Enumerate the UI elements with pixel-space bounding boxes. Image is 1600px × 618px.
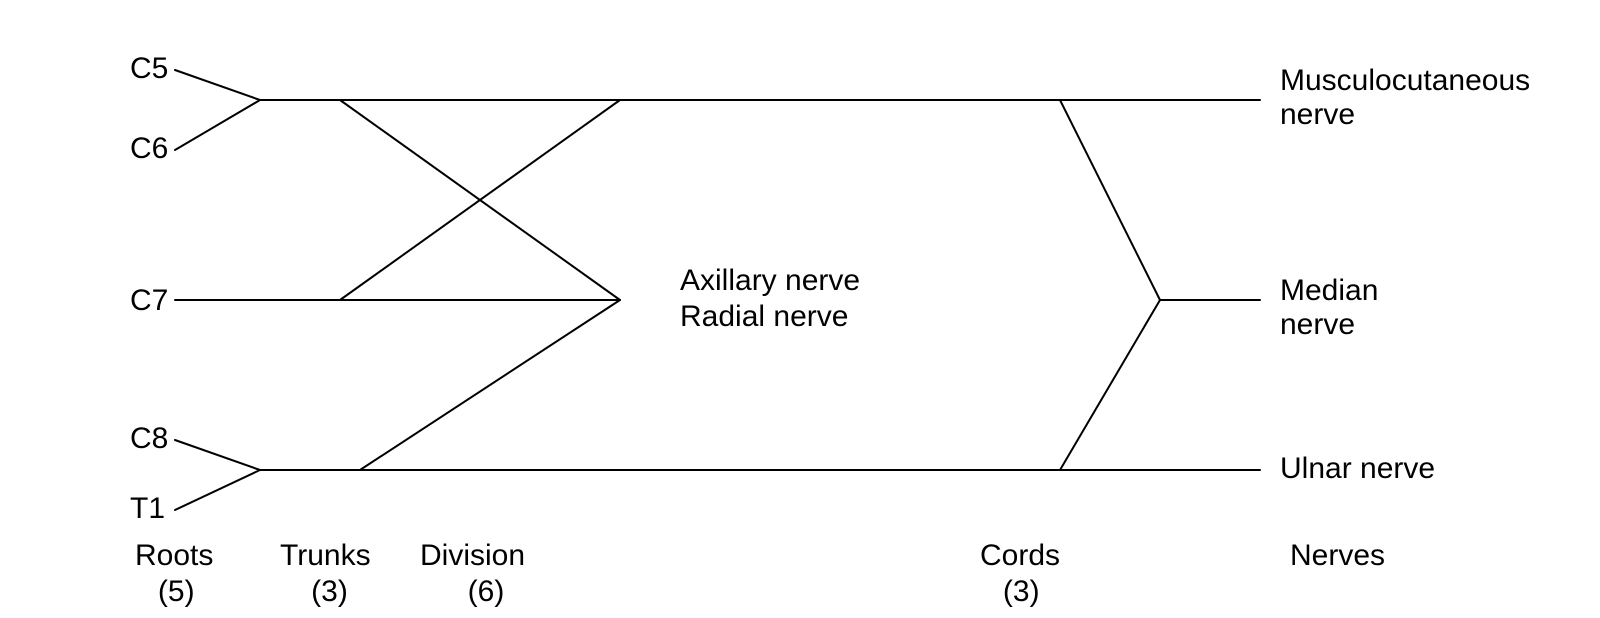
edge: [1060, 300, 1160, 470]
edge: [175, 470, 260, 510]
root-label-c6: C6: [130, 132, 168, 165]
ulnar-nerve-label: Ulnar nerve: [1280, 452, 1435, 485]
edge: [175, 70, 260, 100]
section-count-roots: (5): [158, 575, 195, 608]
root-label-c7: C7: [130, 284, 168, 317]
edge: [175, 440, 260, 470]
axillary-nerve-label: Axillary nerve: [680, 264, 860, 297]
section-label-division: Division: [420, 539, 525, 572]
edge: [175, 100, 260, 150]
section-label-roots: Roots: [135, 539, 213, 572]
root-label-c5: C5: [130, 52, 168, 85]
section-count-cords: (3): [1003, 575, 1040, 608]
section-label-cords: Cords: [980, 539, 1060, 572]
section-label-trunks: Trunks: [280, 539, 371, 572]
radial-nerve-label: Radial nerve: [680, 300, 848, 333]
median-nerve-label-2: nerve: [1280, 308, 1355, 341]
section-label-nerves: Nerves: [1290, 539, 1385, 572]
edge: [1060, 100, 1160, 300]
musculocutaneous-nerve-label: Musculocutaneous: [1280, 64, 1530, 97]
root-label-c8: C8: [130, 422, 168, 455]
section-count-trunks: (3): [311, 575, 348, 608]
section-count-division: (6): [468, 575, 505, 608]
edge: [360, 300, 620, 470]
root-label-t1: T1: [130, 492, 165, 525]
musculocutaneous-nerve-label-2: nerve: [1280, 98, 1355, 131]
brachial-plexus-diagram: C5 C6 C7 C8 T1 Axillary nerveRadial nerve Musc…: [0, 0, 1600, 618]
median-nerve-label: Median: [1280, 274, 1378, 307]
